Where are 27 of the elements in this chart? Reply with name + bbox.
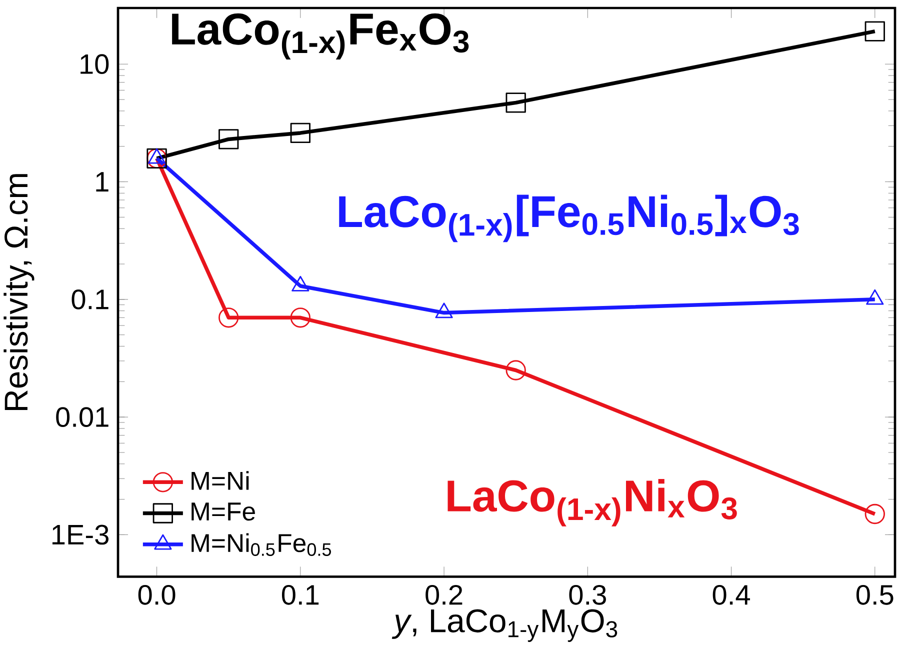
point	[218, 308, 239, 328]
legend-label: M=Fe	[192, 502, 255, 521]
y-axis-title: Resistivity, Ω.cm	[4, 174, 34, 410]
point	[506, 92, 526, 113]
x-tick-label: 0.2	[426, 584, 462, 605]
legend-label: M=Ni	[192, 471, 249, 490]
x-tick-label: 0.0	[138, 584, 176, 605]
point	[290, 122, 310, 144]
y-tick-label: 1	[96, 172, 108, 192]
y-tick-label: 0.01	[56, 407, 108, 427]
x-tick-label: 0.5	[856, 584, 894, 605]
point	[218, 129, 239, 150]
y-tick-label: 10	[80, 54, 109, 74]
annotation: LaCo$_{(1-x)}$Ni$_{x}$O$_{3}$	[448, 479, 737, 526]
annotation: LaCo$_{(1-x)}$Fe$_{x}$O$_{3}$	[172, 13, 469, 60]
legend-label: M=Ni$_{0.5}$Fe$_{0.5}$	[192, 533, 331, 556]
y-tick-label: 0.1	[72, 289, 108, 310]
x-tick-label: 0.1	[282, 584, 319, 605]
point	[864, 504, 885, 524]
text: LaCo$_{(1-x)}$[Fe$_{0.5}$Ni$_{0.5}$]$_{x}$O$_{3}$	[339, 194, 799, 242]
x-tick-label: 0.3	[569, 584, 606, 605]
x-axis-title: y, LaCo$_{1-y}$M$_{y}$O$_{3}$	[392, 609, 618, 642]
point	[290, 308, 310, 328]
y-tick-label: 1E-3	[52, 524, 108, 545]
point	[506, 360, 526, 380]
x-tick-label: 0.4	[712, 584, 750, 605]
point	[864, 21, 885, 42]
